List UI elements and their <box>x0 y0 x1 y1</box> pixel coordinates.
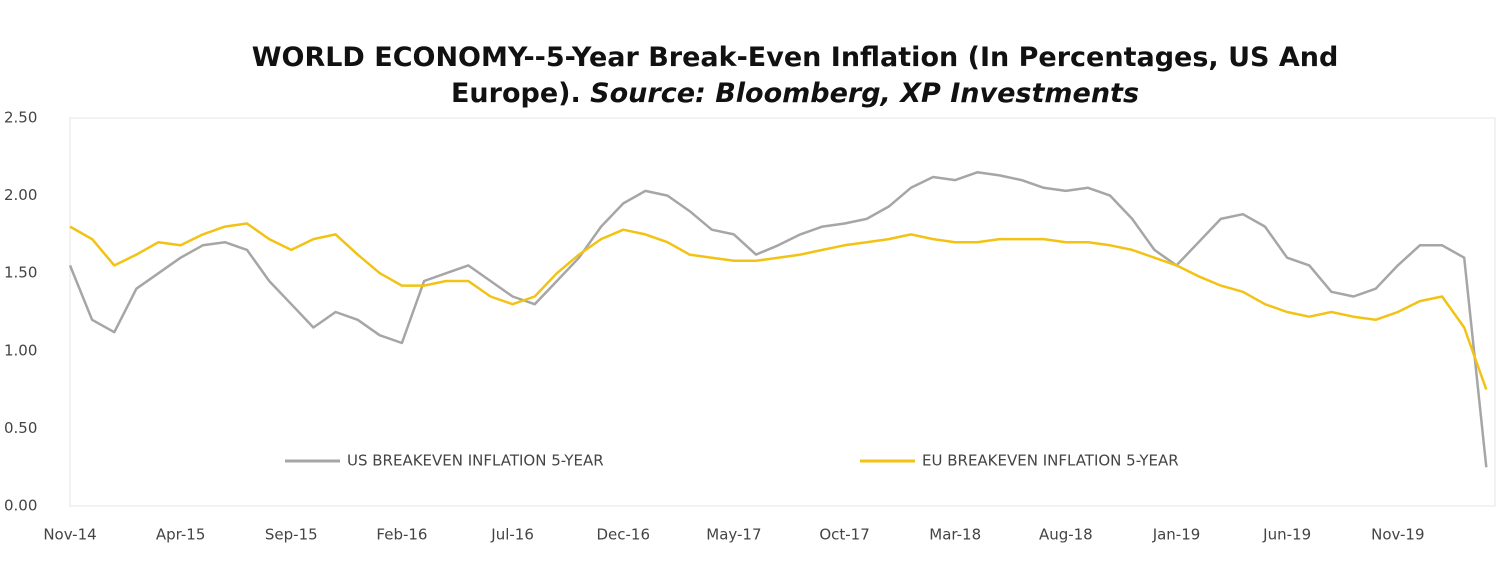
x-tick-label: Nov-14 <box>43 526 96 544</box>
x-tick-label: Jun-19 <box>1262 526 1311 544</box>
plot-area <box>69 117 1496 507</box>
x-tick-label: Nov-19 <box>1371 526 1424 544</box>
chart-subtitle: Source: Bloomberg, XP Investments <box>590 78 1140 109</box>
x-tick-label: Sep-15 <box>265 526 318 544</box>
y-tick-label: 1.50 <box>4 264 37 282</box>
x-tick-label: Aug-18 <box>1039 526 1093 544</box>
x-tick-label: Dec-16 <box>596 526 650 544</box>
legend-label: US BREAKEVEN INFLATION 5-YEAR <box>347 452 604 470</box>
x-tick-label: Apr-15 <box>156 526 206 544</box>
x-tick-label: Jul-16 <box>490 526 534 544</box>
x-tick-label: May-17 <box>706 526 761 544</box>
chart-title: WORLD ECONOMY--5-Year Break-Even Inflati… <box>251 42 1339 109</box>
y-tick-label: 0.00 <box>4 497 37 515</box>
y-tick-label: 2.50 <box>4 109 37 127</box>
y-tick-label: 1.00 <box>4 341 37 359</box>
x-tick-label: Mar-18 <box>929 526 981 544</box>
line-series <box>68 171 1488 468</box>
chart-title-block: WORLD ECONOMY--5-Year Break-Even Inflati… <box>210 40 1380 112</box>
x-tick-label: Feb-16 <box>376 526 427 544</box>
x-tick-label: Oct-17 <box>819 526 869 544</box>
line-series <box>69 222 1488 391</box>
legend-label: EU BREAKEVEN INFLATION 5-YEAR <box>922 452 1179 470</box>
x-tick-label: Jan-19 <box>1152 526 1201 544</box>
y-tick-label: 0.50 <box>4 419 37 437</box>
y-tick-label: 2.00 <box>4 186 37 204</box>
